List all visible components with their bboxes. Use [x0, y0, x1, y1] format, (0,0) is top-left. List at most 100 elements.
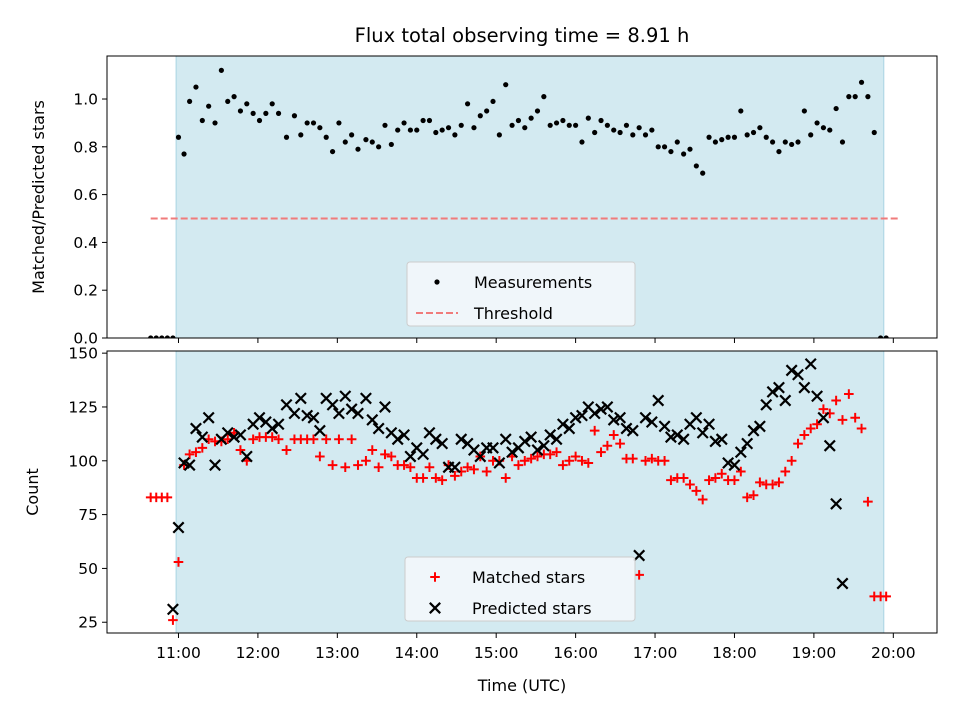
measurement-point: [464, 101, 471, 107]
predicted-star-point: [436, 437, 449, 450]
matched-star-point: [380, 449, 390, 460]
predicted-star-point: [240, 450, 253, 463]
ratio-y-tick-label: 0.4: [73, 234, 98, 252]
legend-label: Predicted stars: [472, 599, 592, 618]
predicted-star-point: [817, 411, 830, 424]
matched-star-point: [881, 591, 891, 602]
measurement-point: [433, 129, 439, 136]
panel-counts: 25 50 75 100 125 150 11:00 12:00 13:00 14:00 15:00…: [23, 345, 938, 662]
measurement-point: [852, 94, 858, 100]
matched-star-point: [513, 460, 524, 470]
measurement-point: [725, 134, 731, 140]
matched-star-point: [640, 455, 651, 466]
matched-star-point: [577, 455, 587, 466]
matched-star-point: [373, 462, 384, 473]
predicted-star-point: [493, 456, 506, 469]
predicted-star-point: [595, 403, 608, 416]
measurement-point: [298, 132, 304, 138]
predicted-star-point: [506, 446, 519, 459]
predicted-star-point: [753, 420, 766, 433]
matched-star-point: [462, 462, 473, 473]
ratio-legend: Measurements Threshold: [406, 261, 636, 327]
predicted-star-point: [734, 446, 747, 459]
matched-star-point: [418, 473, 428, 483]
measurement-point: [496, 132, 502, 138]
legend-measurements-marker: [434, 279, 440, 285]
predicted-star-point: [366, 413, 379, 426]
matched-star-point: [431, 473, 441, 483]
matched-star-point: [704, 475, 714, 485]
matched-star-point: [353, 460, 363, 470]
measurement-point: [218, 67, 224, 73]
measurement-point: [199, 117, 205, 124]
predicted-star-point: [372, 422, 385, 435]
predicted-star-point: [183, 459, 196, 472]
measurement-point: [795, 139, 801, 145]
count-y-tick-label: 75: [78, 506, 98, 524]
measurement-point: [522, 125, 528, 131]
matched-star-point: [532, 451, 543, 462]
measurement-point: [414, 127, 420, 133]
measurement-point: [566, 122, 572, 128]
predicted-star-point: [417, 448, 430, 461]
matched-star-point: [748, 490, 759, 501]
predicted-star-point: [455, 433, 468, 446]
matched-star-point: [666, 475, 676, 485]
predicted-star-point: [569, 411, 582, 424]
measurement-point: [712, 139, 719, 145]
count-plot-area: [145, 357, 891, 625]
measurement-point: [153, 335, 159, 338]
predicted-star-point: [690, 411, 703, 424]
matched-star-point: [659, 455, 670, 466]
measurement-point: [458, 122, 464, 128]
measurement-point: [395, 127, 401, 133]
measurement-point: [212, 120, 218, 126]
measurement-point: [388, 141, 394, 148]
measurement-point: [617, 129, 623, 136]
measurement-point: [515, 117, 522, 124]
ratio-y-tick-label: 1.0: [73, 91, 98, 109]
measurement-point: [193, 84, 199, 90]
measurement-point: [310, 120, 317, 126]
ratio-y-axis-label: Matched/Predicted stars: [29, 100, 48, 294]
ratio-y-tick-label: 0.0: [73, 330, 98, 348]
predicted-star-point: [499, 433, 512, 446]
predicted-star-point: [709, 435, 722, 448]
measurement-point: [283, 134, 290, 140]
matched-star-point: [315, 451, 325, 462]
matched-star-point: [399, 460, 409, 470]
matched-star-point: [437, 475, 447, 485]
predicted-star-point: [804, 357, 817, 370]
measurement-point: [471, 125, 477, 131]
predicted-star-point: [766, 385, 779, 398]
measurement-point: [175, 134, 182, 140]
predicted-star-point: [785, 364, 798, 377]
predicted-star-point: [823, 439, 836, 452]
matched-star-point: [691, 486, 702, 496]
matched-star-point: [736, 466, 746, 477]
measurement-point: [231, 94, 237, 100]
measurement-point: [349, 132, 355, 138]
predicted-star-point: [209, 459, 221, 472]
matched-star-point: [634, 570, 644, 580]
measurement-point: [159, 335, 165, 338]
measurement-point: [731, 134, 738, 140]
predicted-star-point: [792, 368, 804, 381]
predicted-star-point: [677, 433, 690, 446]
matched-star-point: [334, 434, 344, 445]
matched-star-point: [729, 475, 740, 485]
matched-star-point: [361, 455, 371, 466]
predicted-star-point: [556, 418, 569, 431]
predicted-star-point: [398, 428, 411, 441]
matched-star-point: [327, 460, 338, 470]
measurement-point: [187, 98, 193, 105]
measurement-point: [317, 125, 323, 131]
ratio-y-tick-label: 0.6: [73, 186, 98, 204]
predicted-star-point: [313, 424, 326, 437]
matched-star-point: [570, 451, 581, 462]
matched-star-point: [805, 423, 816, 434]
measurement-point: [484, 108, 490, 114]
measurement-point: [509, 122, 515, 128]
count-y-tick-label: 50: [78, 560, 98, 578]
measurement-point: [490, 98, 496, 105]
